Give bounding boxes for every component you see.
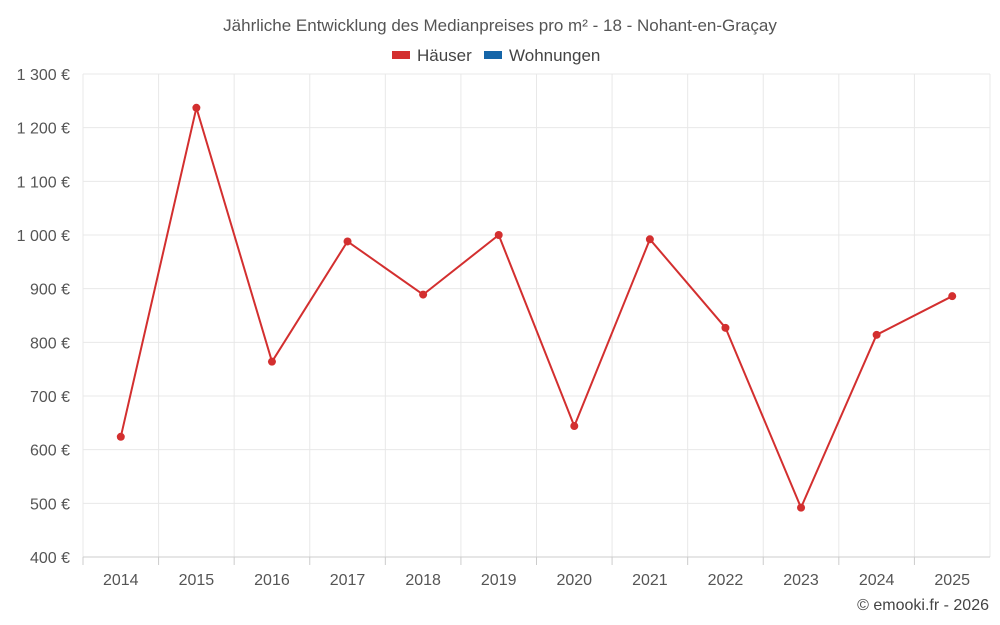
x-tick-label: 2021: [632, 572, 668, 589]
x-tick-label: 2022: [708, 572, 744, 589]
data-point-haeuser[interactable]: [948, 292, 957, 301]
y-tick-label: 1 100 €: [17, 174, 70, 191]
data-point-haeuser[interactable]: [721, 323, 730, 332]
chart-title: Jährliche Entwicklung des Medianpreises …: [223, 16, 777, 35]
legend-swatch-wohnungen: [484, 51, 502, 59]
data-point-haeuser[interactable]: [570, 422, 579, 431]
y-tick-label: 400 €: [30, 550, 70, 567]
x-tick-label: 2017: [330, 572, 366, 589]
y-axis: 400 € 500 € 600 € 700 € 800 € 900 € 1 000 € 1 1…: [17, 67, 70, 567]
y-tick-label: 1 200 €: [17, 121, 70, 138]
y-tick-label: 1 300 €: [17, 67, 70, 84]
legend-label-wohnungen: Wohnungen: [509, 46, 600, 65]
data-point-haeuser[interactable]: [872, 330, 881, 339]
series-haeuser: [116, 103, 957, 512]
grid: [82, 73, 991, 558]
legend-item-wohnungen[interactable]: Wohnungen: [484, 46, 600, 65]
x-tick-label: 2018: [405, 572, 441, 589]
data-point-haeuser[interactable]: [419, 290, 428, 299]
data-point-haeuser[interactable]: [797, 503, 806, 512]
x-tick-label: 2025: [934, 572, 970, 589]
y-tick-label: 1 000 €: [17, 228, 70, 245]
credit-text: © emooki.fr - 2026: [857, 597, 989, 614]
y-tick-label: 800 €: [30, 335, 70, 352]
legend-swatch-haeuser: [392, 51, 410, 59]
x-tick-label: 2019: [481, 572, 517, 589]
y-tick-label: 900 €: [30, 282, 70, 299]
x-tick-label: 2024: [859, 572, 895, 589]
data-point-haeuser[interactable]: [645, 235, 654, 244]
data-point-haeuser[interactable]: [343, 237, 352, 246]
y-tick-label: 600 €: [30, 443, 70, 460]
x-axis: 2014 2015 2016 2017 2018 2019 2020 2021 2022 2023…: [82, 556, 990, 589]
data-point-haeuser[interactable]: [267, 357, 276, 366]
x-tick-label: 2015: [179, 572, 215, 589]
series-line-haeuser: [119, 106, 953, 509]
x-tick-label: 2020: [556, 572, 592, 589]
data-point-haeuser[interactable]: [494, 231, 503, 239]
x-tick-label: 2016: [254, 572, 290, 589]
legend: Häuser Wohnungen: [392, 46, 600, 65]
data-point-haeuser[interactable]: [192, 103, 201, 112]
x-tick-label: 2014: [103, 572, 139, 589]
y-tick-label: 700 €: [30, 389, 70, 406]
data-point-haeuser[interactable]: [116, 432, 125, 441]
legend-label-haeuser: Häuser: [417, 46, 472, 65]
legend-item-haeuser[interactable]: Häuser: [392, 46, 472, 65]
y-tick-label: 500 €: [30, 496, 70, 513]
x-tick-label: 2023: [783, 572, 819, 589]
